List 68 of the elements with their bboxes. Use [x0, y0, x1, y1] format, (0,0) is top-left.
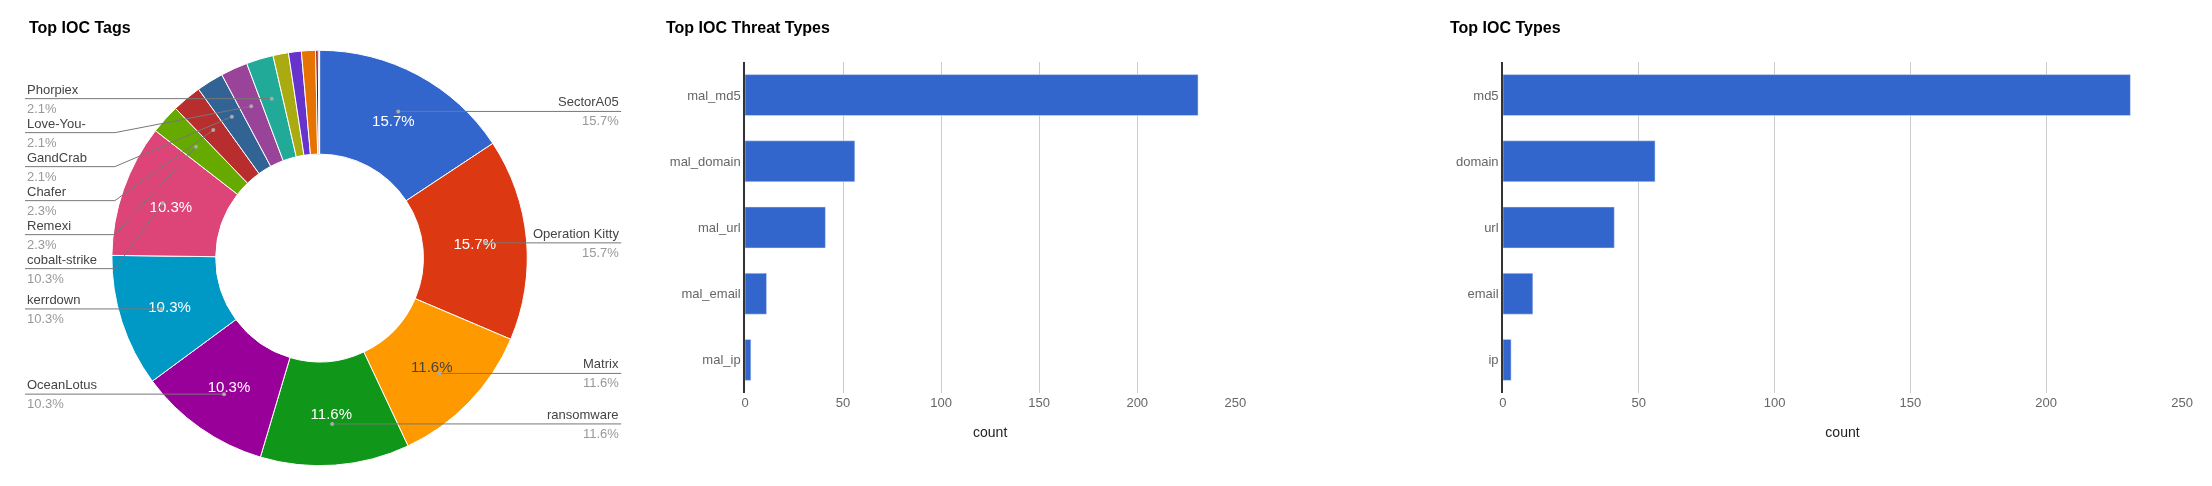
slice-label: Love-You-	[27, 116, 86, 131]
x-tick-label: 0	[741, 395, 749, 410]
data-label: 2.3%	[27, 203, 58, 218]
x-tick-label: 250	[2171, 395, 2193, 410]
y-tick-label: mal_email	[681, 286, 741, 302]
data-label: 10.3%	[149, 197, 193, 215]
data-label: 10.3%	[207, 378, 251, 396]
data-label: 2.1%	[27, 135, 58, 150]
x-tick-label: 100	[1763, 395, 1786, 410]
slice-label: Operation Kitty	[533, 226, 620, 241]
data-label: 15.7%	[453, 235, 496, 253]
y-tick-label: mal_ip	[702, 352, 741, 368]
bar	[745, 339, 752, 381]
slice-label: kerrdown	[27, 292, 81, 307]
bar	[745, 206, 826, 249]
text: 11.6%	[583, 426, 619, 441]
data-label: 10.3%	[148, 297, 191, 315]
y-tick-label: mal_domain	[669, 153, 741, 169]
slice-label: SectorA05	[558, 94, 619, 109]
text: 10.3%	[27, 396, 64, 411]
text: 11.6%	[583, 375, 619, 390]
x-tick-label: 50	[835, 395, 851, 410]
y-tick-label: url	[1484, 220, 1499, 236]
text: 15.7%	[582, 245, 619, 260]
text: 10.3%	[27, 271, 64, 286]
chart-title: Top IOC Threat Types	[666, 19, 830, 36]
chart-title: Top IOC Tags	[29, 19, 131, 36]
data-label: 2.1%	[27, 169, 58, 184]
bar	[1502, 206, 1615, 249]
data-label: 11.6%	[411, 357, 453, 375]
bar	[1502, 74, 2131, 116]
x-tick-label: 50	[1631, 395, 1646, 410]
bar	[745, 74, 1199, 116]
y-tick-label: mal_md5	[687, 87, 741, 103]
x-tick-label: 200	[1126, 395, 1149, 410]
y-tick-label: md5	[1473, 87, 1499, 103]
bar	[1502, 272, 1534, 315]
x-axis-title: count	[1825, 424, 1860, 441]
slice-label: OceanLotus	[27, 377, 98, 392]
slice-label: GandCrab	[27, 150, 87, 165]
chart-title: Top IOC Types	[1450, 19, 1561, 36]
slice-label: cobalt-strike	[27, 252, 98, 267]
bar	[745, 140, 856, 183]
y-tick-label: mal_url	[698, 220, 741, 236]
x-tick-label: 150	[1028, 395, 1051, 410]
data-label: 11.6%	[310, 404, 353, 422]
y-tick-label: ip	[1488, 352, 1499, 368]
bar	[1502, 339, 1512, 381]
x-tick-label: 200	[2035, 395, 2058, 410]
text: 10.3%	[27, 311, 64, 326]
x-tick-label: 100	[930, 395, 952, 410]
x-tick-label: 250	[1224, 395, 1247, 410]
data-label: 2.1%	[27, 101, 58, 116]
x-tick-label: 150	[1899, 395, 1922, 410]
slice-label: Matrix	[583, 356, 619, 371]
y-tick-label: domain	[1455, 153, 1499, 169]
slice-label: Remexi	[27, 218, 72, 233]
data-label: 2.3%	[27, 237, 58, 252]
x-axis-title: count	[973, 424, 1008, 441]
slice-label: Chafer	[27, 184, 67, 199]
x-tick-label: 0	[1499, 395, 1507, 410]
slice-label: Phorpiex	[27, 82, 79, 97]
slice-label: ransomware	[547, 407, 619, 422]
bar	[745, 272, 767, 315]
y-tick-label: email	[1467, 286, 1499, 302]
bar	[1502, 140, 1656, 183]
data-label: 15.7%	[372, 112, 415, 130]
text: 15.7%	[582, 113, 619, 128]
